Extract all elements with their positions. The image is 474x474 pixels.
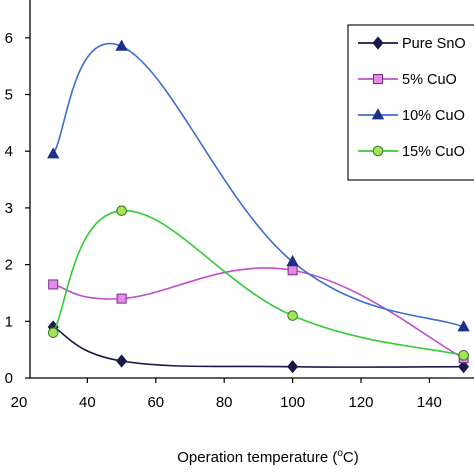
legend-swatch-marker (372, 36, 384, 50)
legend-box (347, 24, 474, 181)
series-line (52, 209, 464, 357)
legend-label: Pure SnO (402, 36, 466, 52)
x-axis-title-suffix: C) (343, 449, 359, 466)
x-tick-label: 140 (417, 394, 442, 411)
x-axis-title: Operation temperature (oC) (177, 448, 358, 466)
y-tick-label: 2 (5, 257, 13, 274)
series-line (52, 42, 464, 328)
legend-swatch-marker (373, 74, 383, 84)
x-tick-label: 60 (147, 394, 164, 411)
x-axis-title-main: Operation temperature ( (177, 449, 337, 466)
x-tick-label: 20 (11, 394, 28, 411)
data-point (287, 310, 298, 321)
series-line (53, 267, 464, 359)
data-point (116, 354, 128, 368)
y-tick-label: 0 (5, 370, 13, 387)
legend: Pure SnO 5% CuO 10% CuO 15% CuO (347, 24, 474, 181)
data-point (287, 265, 298, 276)
data-point (116, 293, 127, 304)
data-point (458, 350, 469, 361)
axes: 0123456720406080100120140 (5, 0, 474, 411)
legend-label: 10% CuO (402, 108, 465, 124)
data-point (458, 360, 470, 374)
series-line (52, 326, 464, 368)
x-tick-label: 100 (280, 394, 305, 411)
data-point (48, 279, 59, 290)
data-point (287, 360, 299, 374)
y-tick-label: 6 (5, 30, 13, 47)
data-point (47, 327, 59, 338)
x-tick-label: 120 (348, 394, 373, 411)
legend-swatch-marker (372, 145, 384, 157)
data-point (286, 254, 299, 267)
plot-area (47, 39, 470, 374)
x-tick-label: 40 (79, 394, 96, 411)
y-tick-label: 5 (5, 87, 13, 104)
x-axis-title-sup: o (337, 448, 343, 459)
data-point (116, 205, 127, 217)
x-tick-label: 80 (216, 394, 233, 411)
y-tick-label: 1 (5, 313, 13, 330)
y-tick-label: 4 (5, 143, 13, 160)
data-point (457, 320, 470, 332)
legend-label: 5% CuO (402, 72, 457, 88)
legend-label: 15% CuO (402, 144, 465, 160)
y-tick-label: 3 (5, 200, 13, 217)
data-point (47, 147, 60, 159)
legend-swatch-marker (371, 108, 385, 120)
data-point (115, 39, 128, 51)
